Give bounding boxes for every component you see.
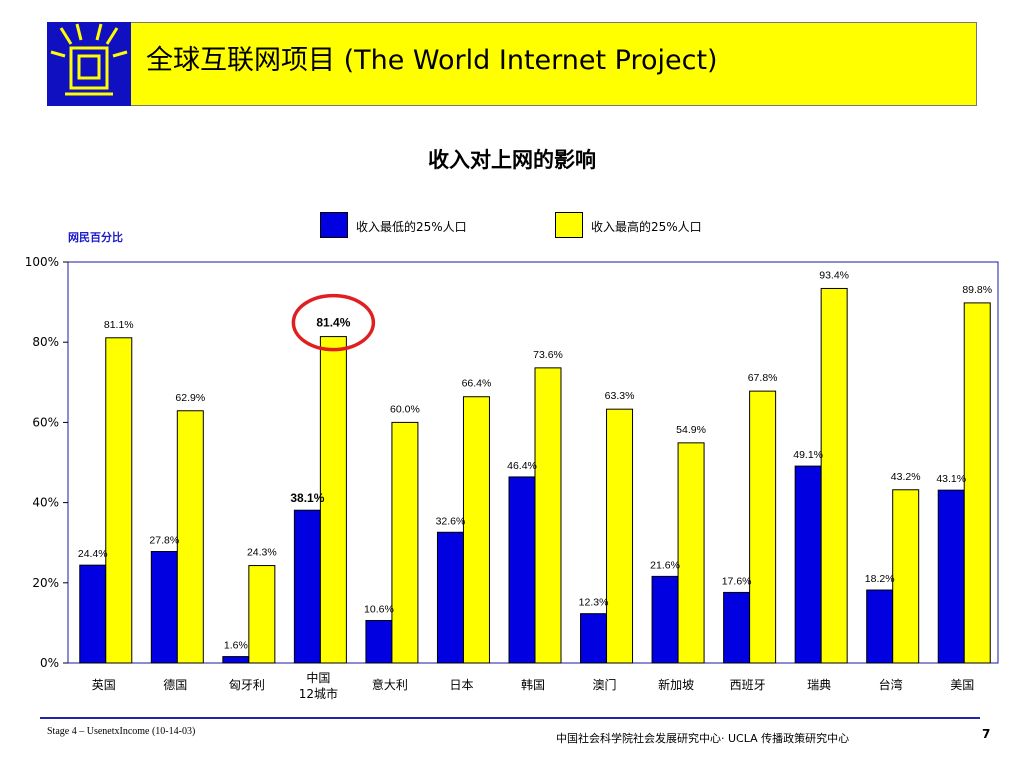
- data-label-high-income: 93.4%: [819, 269, 849, 281]
- x-category-label: 瑞典: [807, 678, 831, 692]
- x-category-label: 意大利: [372, 677, 408, 692]
- x-category-label: 台湾: [879, 677, 903, 692]
- bar-low-income: [293, 509, 321, 664]
- y-tick-label: 60%: [32, 415, 59, 429]
- x-category-label: 德国: [163, 677, 187, 692]
- bar-high-income: [462, 396, 490, 664]
- data-label-low-income: 1.6%: [224, 640, 248, 652]
- data-label-high-income: 81.4%: [316, 316, 350, 330]
- bar-low-income: [723, 591, 751, 664]
- data-label-high-income: 81.1%: [104, 319, 134, 331]
- data-label-low-income: 49.1%: [793, 449, 823, 461]
- bar-high-income: [105, 337, 133, 664]
- bar-high-income: [749, 390, 777, 664]
- y-tick-label: 0%: [40, 656, 59, 670]
- bar-low-income: [794, 465, 822, 664]
- highlight-circle: [291, 293, 376, 352]
- page-number: 7: [982, 727, 991, 741]
- legend-swatch-high-income: [555, 212, 583, 238]
- bar-low-income: [651, 575, 679, 664]
- bar-low-income: [937, 489, 965, 664]
- data-label-high-income: 60.0%: [390, 403, 420, 415]
- header-bar: [47, 22, 977, 106]
- y-axis-label: 网民百分比: [68, 231, 123, 244]
- data-label-high-income: 63.3%: [605, 390, 635, 402]
- x-category-label: 日本: [449, 678, 473, 692]
- data-label-high-income: 67.8%: [748, 372, 778, 384]
- x-category-label: 新加坡: [658, 677, 694, 692]
- x-category-label: 澳门: [593, 677, 617, 692]
- globe-window-logo-icon: [47, 22, 131, 106]
- y-tick-label: 20%: [32, 576, 59, 590]
- data-label-high-income: 62.9%: [175, 392, 205, 404]
- y-tick-label: 40%: [32, 496, 59, 510]
- bar-high-income: [319, 336, 347, 664]
- bar-high-income: [677, 442, 705, 664]
- x-category-label: 美国: [950, 678, 974, 692]
- bar-low-income: [365, 619, 393, 664]
- bar-low-income: [222, 656, 250, 664]
- bar-high-income: [963, 302, 991, 664]
- data-label-low-income: 24.4%: [78, 548, 108, 560]
- bar-low-income: [508, 476, 536, 664]
- data-label-low-income: 43.1%: [936, 473, 966, 485]
- footer-organizations: 中国社会科学院社会发展研究中心· UCLA 传播政策研究中心: [556, 732, 850, 745]
- data-label-high-income: 66.4%: [462, 378, 492, 390]
- data-label-low-income: 18.2%: [865, 573, 895, 585]
- bar-low-income: [436, 531, 464, 664]
- bar-high-income: [820, 287, 848, 664]
- data-label-low-income: 46.4%: [507, 460, 537, 472]
- bar-low-income: [150, 551, 178, 664]
- x-category-label: 英国: [92, 678, 116, 692]
- bar-low-income: [866, 589, 894, 664]
- x-category-label: 匈牙利: [229, 678, 265, 692]
- bar-low-income: [580, 613, 608, 664]
- data-label-high-income: 54.9%: [676, 424, 706, 436]
- data-label-low-income: 17.6%: [722, 575, 752, 587]
- x-category-label: 韩国: [521, 677, 545, 692]
- footer-source: Stage 4 – UsenetxIncome (10-14-03): [47, 726, 196, 737]
- x-category-label: 12城市: [299, 686, 338, 701]
- data-label-high-income: 43.2%: [891, 471, 921, 483]
- bar-high-income: [534, 367, 562, 664]
- data-label-high-income: 24.3%: [247, 547, 277, 559]
- bar-high-income: [391, 421, 419, 664]
- bar-high-income: [176, 410, 204, 664]
- legend-label-high-income: 收入最高的25%人口: [591, 220, 702, 234]
- data-label-low-income: 38.1%: [290, 491, 324, 505]
- legend-label-low-income: 收入最低的25%人口: [356, 220, 467, 234]
- chart-title: 收入对上网的影响: [428, 148, 596, 172]
- x-category-label: 中国: [306, 670, 330, 685]
- data-label-low-income: 21.6%: [650, 559, 680, 571]
- footer-divider: [40, 717, 980, 719]
- legend-swatch-low-income: [320, 212, 348, 238]
- bar-low-income: [79, 564, 107, 664]
- bar-high-income: [248, 565, 276, 664]
- data-label-low-income: 12.3%: [579, 597, 609, 609]
- data-label-low-income: 27.8%: [149, 535, 179, 547]
- data-label-high-income: 89.8%: [962, 284, 992, 296]
- data-label-low-income: 32.6%: [436, 515, 466, 527]
- page-header-title: 全球互联网项目 (The World Internet Project): [146, 45, 718, 76]
- y-tick-label: 100%: [25, 255, 59, 269]
- x-category-label: 西班牙: [730, 678, 766, 692]
- bar-high-income: [892, 489, 920, 664]
- data-label-low-income: 10.6%: [364, 603, 394, 615]
- data-label-high-income: 73.6%: [533, 349, 563, 361]
- bar-high-income: [606, 408, 634, 664]
- y-tick-label: 80%: [32, 335, 59, 349]
